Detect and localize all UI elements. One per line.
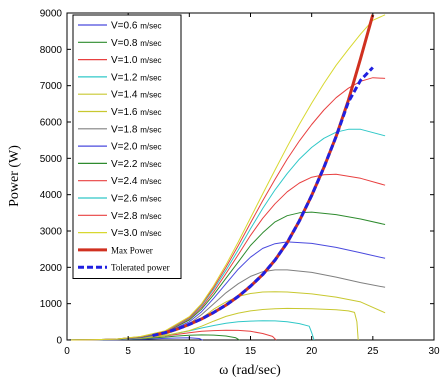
legend-label: V=2.2 m/sec: [111, 159, 162, 170]
y-tick-label: 2000: [40, 263, 63, 274]
legend-label: V=2.0 m/sec: [111, 142, 162, 153]
legend-box: [72, 14, 182, 279]
legend-label: V=1.6 m/sec: [111, 107, 162, 118]
x-tick-label: 5: [125, 346, 131, 357]
legend-label: Tolerated power: [111, 263, 170, 273]
legend-label: V=2.4 m/sec: [111, 176, 162, 187]
x-tick-label: 30: [428, 346, 440, 357]
y-tick-label: 8000: [40, 45, 63, 56]
y-tick-label: 9000: [40, 9, 63, 20]
x-tick-label: 20: [306, 346, 318, 357]
y-tick-label: 6000: [40, 118, 63, 129]
legend-label: V=1.2 m/sec: [111, 72, 162, 83]
legend-label: V=1.8 m/sec: [111, 124, 162, 135]
legend-label: V=2.6 m/sec: [111, 194, 162, 205]
y-axis-label: Power (W): [7, 145, 22, 207]
legend-label: V=3.0 m/sec: [111, 228, 162, 239]
legend-label: V=0.6 m/sec: [111, 21, 162, 32]
y-tick-label: 3000: [40, 227, 63, 238]
legend: V=0.6 m/sec V=0.8 m/sec V=1.0 m/sec V=1.2 m…: [72, 14, 182, 279]
x-axis-label: ω (rad/sec): [219, 363, 281, 378]
series-line-14: [152, 66, 374, 338]
legend-label: V=2.8 m/sec: [111, 211, 162, 222]
y-tick-label: 4000: [40, 190, 63, 201]
legend-label: V=0.8 m/sec: [111, 38, 162, 49]
y-tick-label: 1000: [40, 299, 63, 310]
y-tick-label: 5000: [40, 154, 63, 165]
y-tick-label: 7000: [40, 81, 63, 92]
series-layer: [66, 14, 386, 341]
series-line-12: [66, 14, 386, 341]
x-tick-label: 10: [184, 346, 196, 357]
x-tick-label: 0: [64, 346, 70, 357]
legend-label: Max Power: [111, 245, 153, 255]
legend-label: V=1.4 m/sec: [111, 90, 162, 101]
x-tick-label: 25: [367, 346, 379, 357]
legend-label: V=1.0 m/sec: [111, 55, 162, 66]
y-tick-label: 0: [56, 336, 62, 347]
x-tick-label: 15: [245, 346, 257, 357]
